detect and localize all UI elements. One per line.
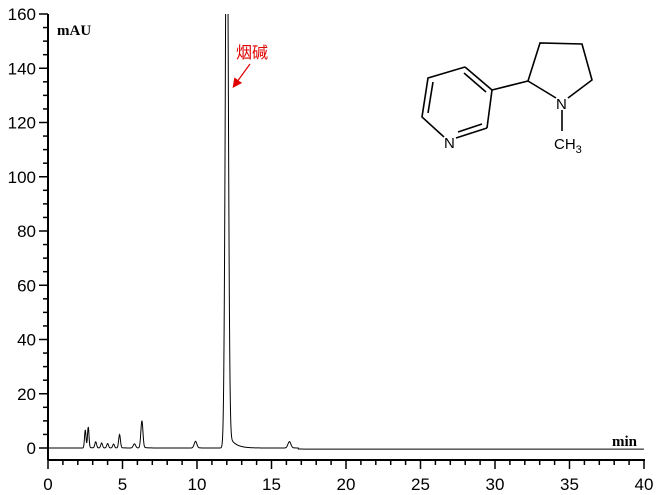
y-axis-label: mAU: [57, 23, 91, 39]
y-tick-label: 0: [27, 439, 36, 458]
x-tick-label: 25: [411, 475, 430, 494]
methyl-label: CH3: [554, 136, 582, 156]
x-tick-label: 15: [262, 475, 281, 494]
pyrrolidine-nitrogen-label: N: [556, 96, 567, 113]
x-tick-label: 20: [337, 475, 356, 494]
x-tick-label: 5: [118, 475, 127, 494]
y-tick-label: 40: [17, 331, 36, 350]
x-tick-label: 30: [486, 475, 505, 494]
y-tick-label: 160: [8, 5, 36, 24]
y-tick-label: 100: [8, 168, 36, 187]
pyridine-nitrogen-label: N: [444, 135, 455, 152]
chromatogram-trace: [48, 14, 644, 450]
y-tick-label: 140: [8, 59, 36, 78]
y-tick-label: 120: [8, 114, 36, 133]
x-tick-label: 35: [560, 475, 579, 494]
annotation-arrow: [232, 63, 251, 88]
tick-labels: 0 5 10 15 20 25 30 35 40 0 20 40 60 80 100 120 140 160: [8, 5, 654, 494]
x-axis-label: min: [612, 434, 638, 450]
x-tick-label: 0: [43, 475, 52, 494]
y-tick-label: 80: [17, 222, 36, 241]
y-tick-label: 20: [17, 385, 36, 404]
x-tick-label: 40: [635, 475, 654, 494]
y-tick-label: 60: [17, 276, 36, 295]
peak-annotation: 烟碱: [236, 43, 268, 62]
x-tick-label: 10: [188, 475, 207, 494]
nicotine-structure: [421, 42, 593, 139]
axes: [39, 13, 645, 469]
